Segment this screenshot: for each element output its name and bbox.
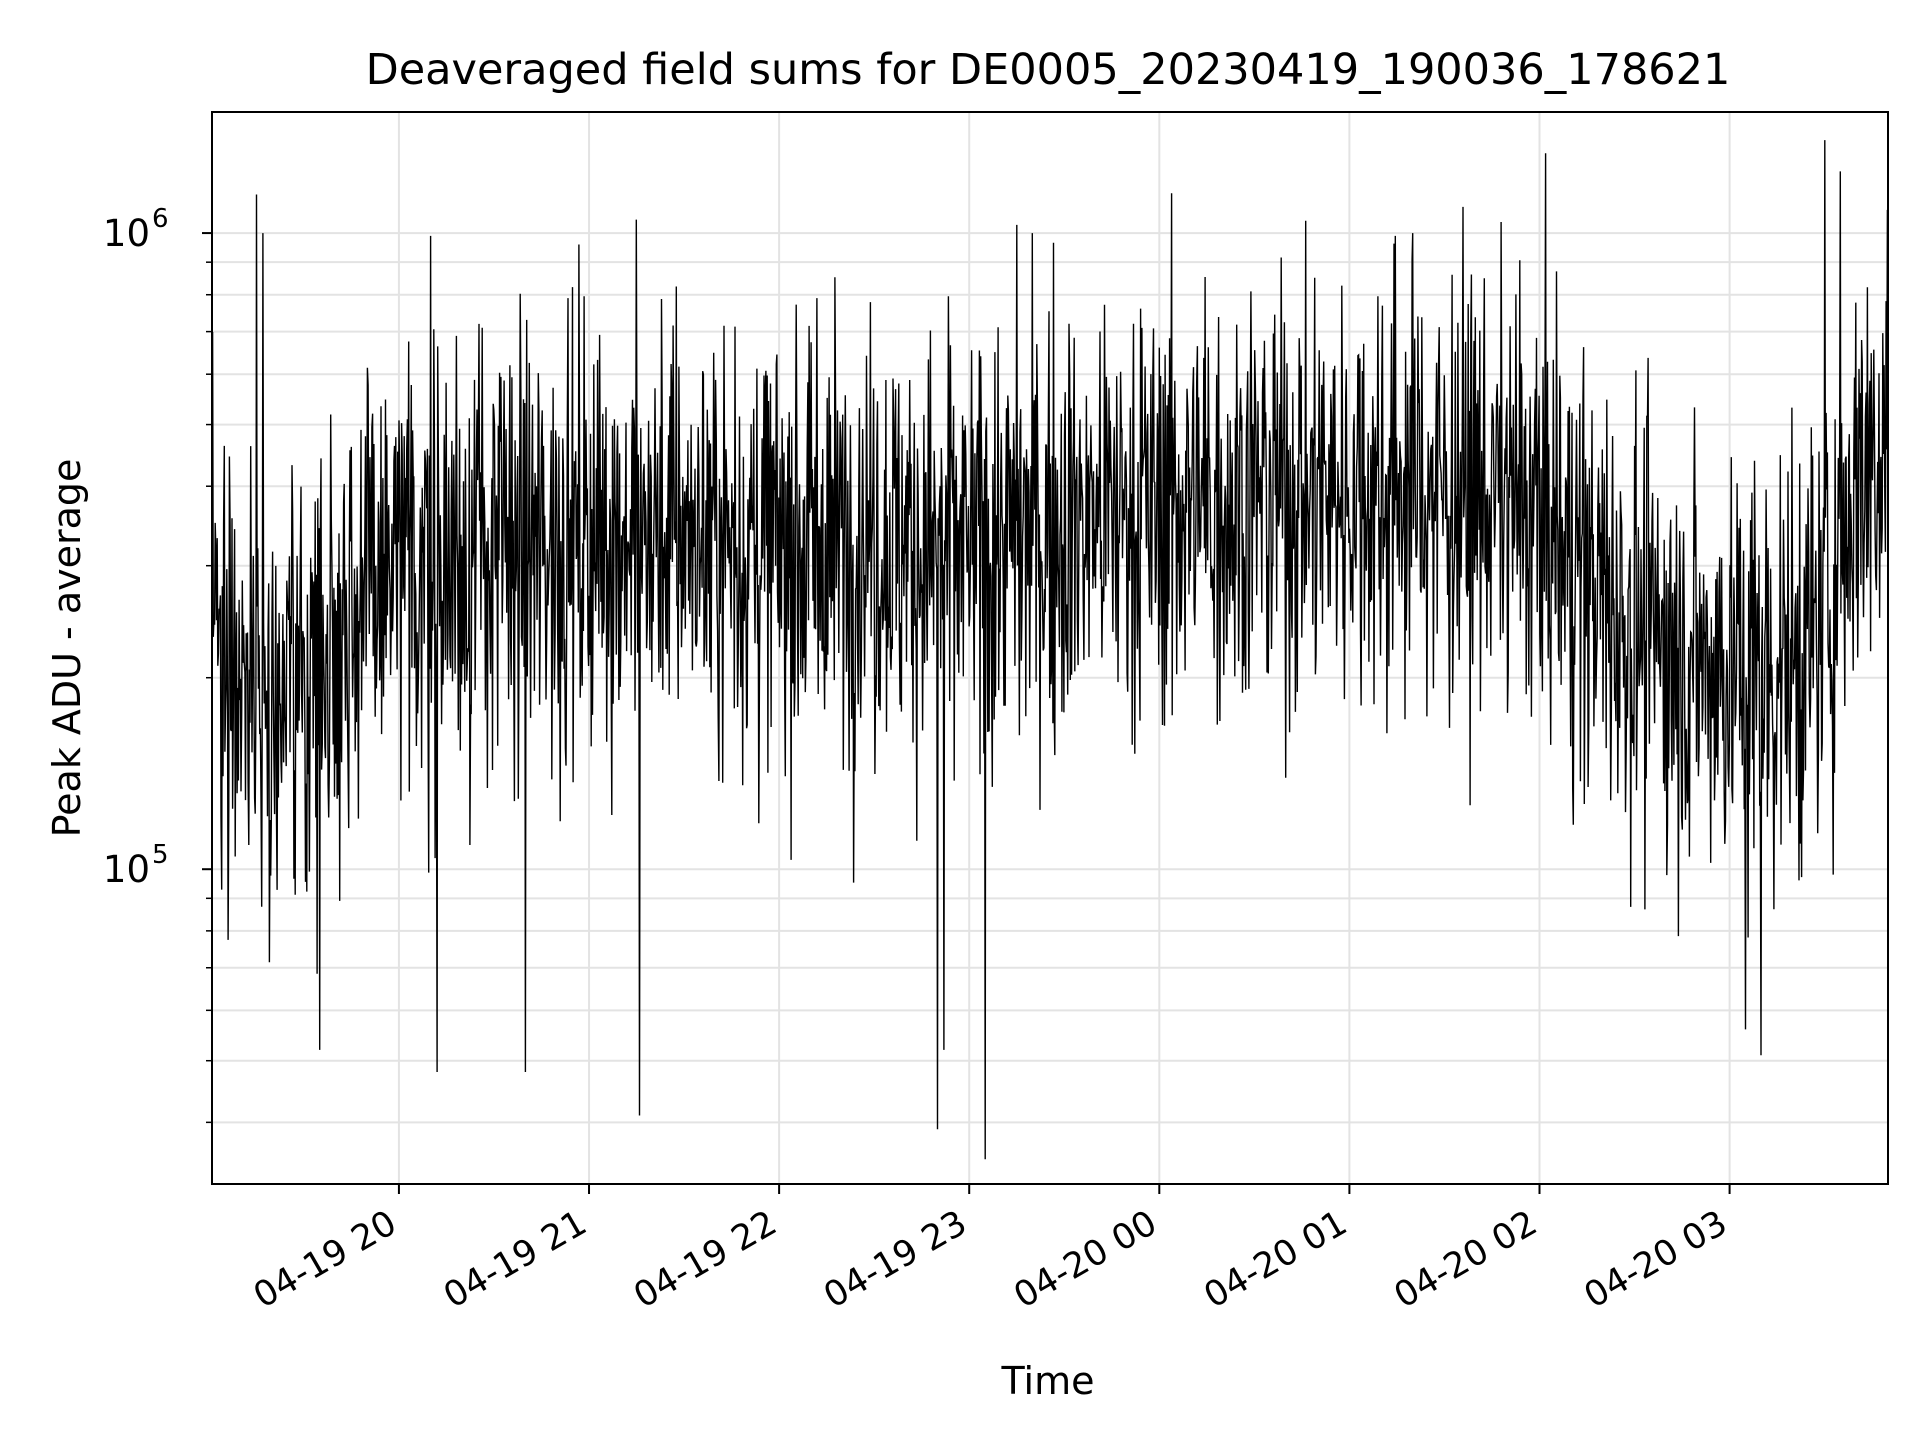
y-tick-exponent: 6 xyxy=(152,204,169,234)
series-line-group xyxy=(211,140,1889,1160)
y-tick-exponent: 5 xyxy=(152,840,169,870)
series-line xyxy=(211,140,1889,1160)
y-axis-label: Peak ADU - average xyxy=(45,459,89,838)
chart-title: Deaveraged field sums for DE0005_2023041… xyxy=(366,45,1731,95)
y-tick-label: 10 xyxy=(103,848,150,891)
x-axis-label: Time xyxy=(1001,1359,1095,1403)
plot-frame xyxy=(211,111,1889,1185)
y-tick-label: 10 xyxy=(103,212,150,255)
